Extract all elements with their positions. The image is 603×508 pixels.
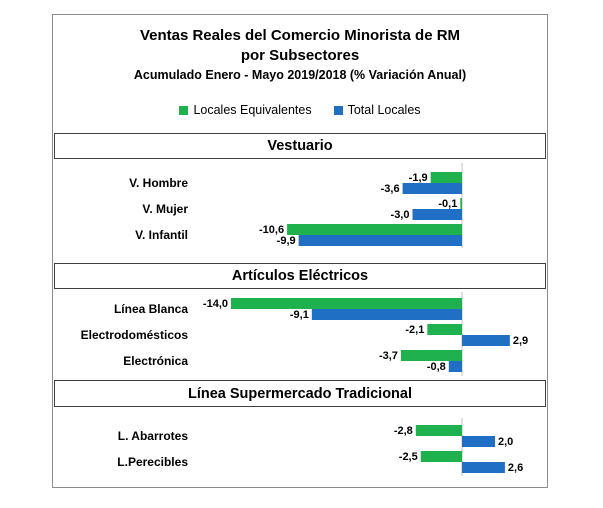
bar-total-locales bbox=[448, 361, 462, 372]
legend-swatch-series-0 bbox=[179, 105, 189, 115]
bar-total-locales bbox=[311, 309, 462, 320]
data-label: -10,6 bbox=[259, 224, 284, 236]
bar-total-locales bbox=[462, 335, 510, 346]
bar-locales-equivalentes bbox=[430, 172, 462, 183]
data-label: -0,1 bbox=[438, 198, 457, 210]
data-label: -2,5 bbox=[399, 451, 418, 463]
data-label: -3,7 bbox=[379, 350, 398, 362]
category-label: V. Hombre bbox=[129, 176, 188, 190]
bar-total-locales bbox=[402, 183, 462, 194]
section-header-vestuario: Vestuario bbox=[54, 133, 546, 159]
category-label: Línea Blanca bbox=[114, 302, 188, 316]
legend-label-series-1: Total Locales bbox=[347, 103, 421, 117]
data-label: -3,6 bbox=[381, 183, 400, 195]
data-label: -9,1 bbox=[290, 309, 309, 321]
legend-swatch-series-1 bbox=[333, 105, 343, 115]
bar-locales-equivalentes bbox=[400, 350, 462, 361]
data-label: -14,0 bbox=[203, 298, 228, 310]
data-label: -1,9 bbox=[409, 172, 428, 184]
data-label: 2,9 bbox=[513, 335, 528, 347]
category-label: Electrónica bbox=[123, 354, 188, 368]
category-label: L. Abarrotes bbox=[118, 429, 189, 443]
section-header-supermercado: Línea Supermercado Tradicional bbox=[54, 380, 546, 407]
legend-item-series-0: Locales Equivalentes bbox=[179, 103, 312, 117]
bar-locales-equivalentes bbox=[231, 298, 462, 309]
bar-locales-equivalentes bbox=[287, 224, 462, 235]
category-label: L.Perecibles bbox=[117, 455, 188, 469]
section-header-articulos-electricos: Artículos Eléctricos bbox=[54, 263, 546, 289]
bar-locales-equivalentes bbox=[415, 425, 462, 436]
category-label: Electrodomésticos bbox=[81, 328, 189, 342]
legend-item-series-1: Total Locales bbox=[333, 103, 421, 117]
data-label: -3,0 bbox=[391, 209, 410, 221]
bar-total-locales bbox=[412, 209, 462, 220]
chart-frame bbox=[52, 14, 548, 488]
legend: Locales Equivalentes Total Locales bbox=[52, 103, 548, 117]
bar-total-locales bbox=[462, 462, 505, 473]
data-label: -9,9 bbox=[277, 235, 296, 247]
data-label: -0,8 bbox=[427, 361, 446, 373]
chart-subtitle: Acumulado Enero - Mayo 2019/2018 (% Vari… bbox=[133, 68, 467, 82]
bar-total-locales bbox=[462, 436, 495, 447]
data-label: -2,8 bbox=[394, 425, 413, 437]
bar-locales-equivalentes bbox=[427, 324, 462, 335]
category-label: V. Mujer bbox=[142, 202, 188, 216]
chart-title-line2: por Subsectores bbox=[240, 47, 360, 64]
data-label: 2,6 bbox=[508, 462, 523, 474]
bar-locales-equivalentes bbox=[420, 451, 462, 462]
legend-label-series-0: Locales Equivalentes bbox=[193, 103, 312, 117]
bar-locales-equivalentes bbox=[460, 198, 462, 209]
bar-total-locales bbox=[298, 235, 462, 246]
chart-title: Ventas Reales del Comercio Minorista de … bbox=[139, 27, 461, 44]
category-label: V. Infantil bbox=[135, 228, 188, 242]
data-label: 2,0 bbox=[498, 436, 513, 448]
data-label: -2,1 bbox=[405, 324, 424, 336]
